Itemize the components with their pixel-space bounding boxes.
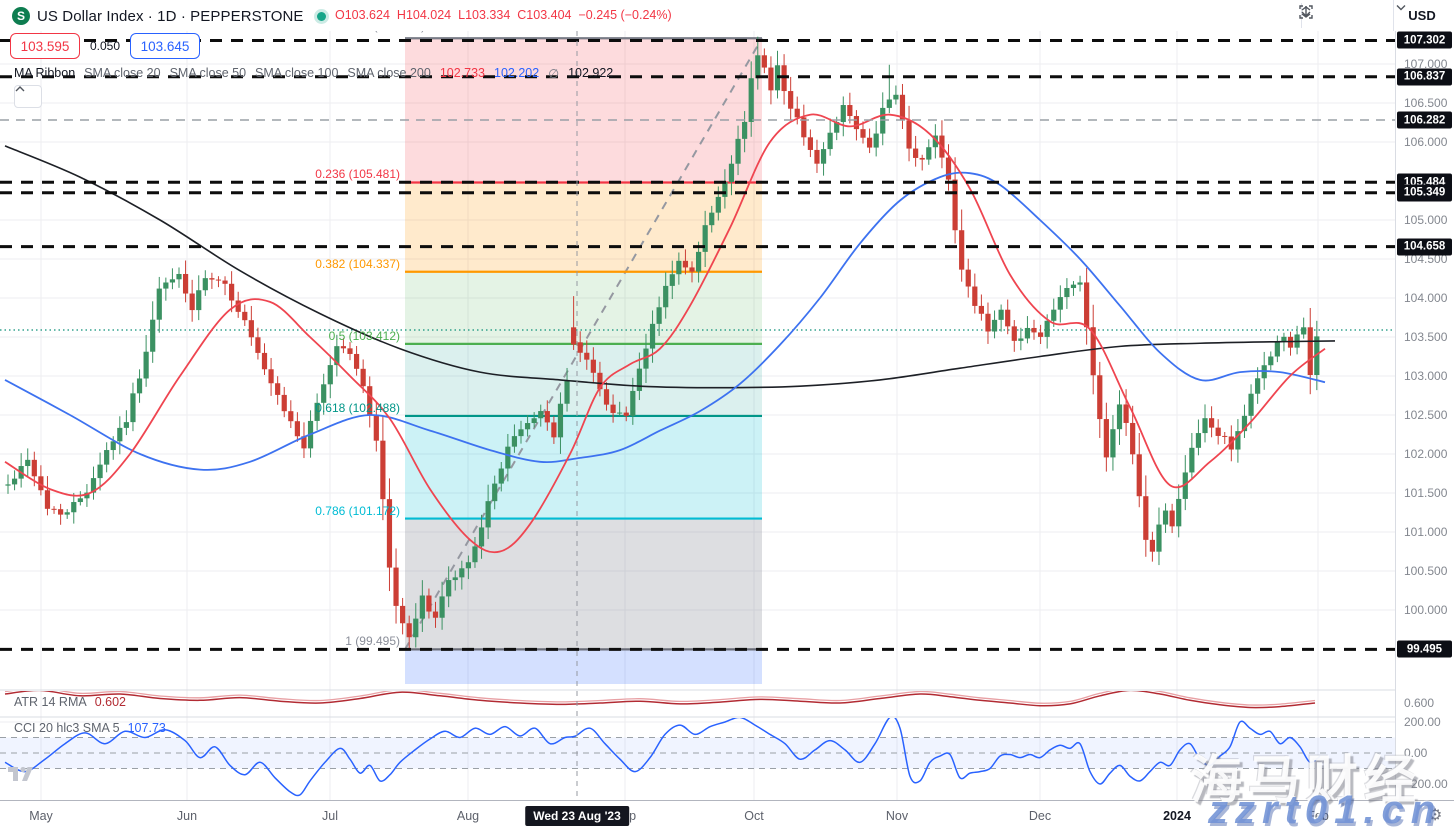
time-axis[interactable]: Feb2024DecNovOctSepAugJulJunMay Wed 23 A… <box>0 800 1454 832</box>
change-value: −0.245 (−0.24%) <box>578 8 672 22</box>
price-tick: 100.500 <box>1404 564 1448 578</box>
spread-value: 0.050 <box>90 39 121 53</box>
chevron-down-icon <box>1396 5 1406 11</box>
cci-legend[interactable]: CCI 20 hlc3 SMA 5 107.73 <box>14 721 166 735</box>
fib-label-0.786: 0.786 (101.172) <box>315 503 400 518</box>
tradingview-logo[interactable] <box>8 762 34 784</box>
sma50-value: 102.202 <box>494 66 540 80</box>
symbol-title[interactable]: US Dollar Index · 1D · PEPPERSTONE <box>37 7 304 25</box>
price-tick: 102.000 <box>1404 447 1448 461</box>
top-toolbar: S US Dollar Index · 1D · PEPPERSTONE O10… <box>0 0 1454 31</box>
toolbar-divider <box>1301 3 1302 28</box>
time-tick-Oct: Oct <box>744 809 764 823</box>
fib-label-0.236: 0.236 (105.481) <box>315 167 400 182</box>
sma20-value: 102.733 <box>439 66 485 80</box>
crosshair-date-badge: Wed 23 Aug '23 <box>525 806 629 826</box>
sma200-value: 102.922 <box>568 66 614 80</box>
atr-legend[interactable]: ATR 14 RMA 0.602 <box>14 695 126 709</box>
buy-button[interactable]: 103.645 <box>130 33 201 59</box>
time-tick-Jun: Jun <box>176 809 198 823</box>
fib-label-0.382: 0.382 (104.337) <box>315 256 400 271</box>
time-tick-May: May <box>29 809 53 823</box>
indicator-param: SMA close 100 <box>255 66 339 80</box>
cci-axis-tick: 0.00 <box>1404 746 1428 760</box>
price-tick: 102.500 <box>1404 408 1448 422</box>
fib-label-1: 1 (99.495) <box>345 634 400 649</box>
open-value: O103.624 <box>335 8 390 22</box>
cci-axis-tick: 200.00 <box>1404 715 1441 729</box>
price-tick: 103.000 <box>1404 369 1448 383</box>
symbol-logo-icon: S <box>12 7 30 25</box>
sma100-value: ∅ <box>548 67 560 81</box>
indicator-param: SMA close 50 <box>169 66 247 80</box>
price-tick: 101.000 <box>1404 525 1448 539</box>
ma-ribbon-legend[interactable]: MA Ribbon SMA close 20 SMA close 50 SMA … <box>14 66 613 81</box>
cci-plot <box>0 718 1395 797</box>
currency-dropdown[interactable]: USD <box>1396 4 1448 26</box>
price-axis[interactable]: 107.000 106.500 106.000 105.000 104.500 104.0… <box>1395 31 1454 800</box>
collapse-pane-icon[interactable] <box>1301 4 1356 26</box>
legend-collapse-button[interactable] <box>14 85 42 108</box>
indicator-param: SMA close 200 <box>347 66 431 80</box>
atr-value: 0.602 <box>94 695 126 709</box>
time-tick-2024: 2024 <box>1163 809 1191 823</box>
time-tick-Feb: Feb <box>1307 809 1329 823</box>
close-value: C103.404 <box>517 8 572 22</box>
watermark-chinese: 海马财经 <box>1190 752 1423 810</box>
fib-label-0.5: 0.5 (103.412) <box>328 328 400 343</box>
atr-title: ATR 14 RMA <box>14 695 87 709</box>
price-alert-badge: 107.302 <box>1397 31 1452 49</box>
cci-title: CCI 20 hlc3 SMA 5 <box>14 721 120 735</box>
trade-widget: 103.595 0.050 103.645 <box>10 33 201 59</box>
low-value: L103.334 <box>458 8 511 22</box>
gear-icon[interactable]: ⚙ <box>1428 807 1443 824</box>
atr-axis-tick: 0.600 <box>1404 696 1435 710</box>
price-alert-badge: 99.495 <box>1397 640 1452 658</box>
chevron-up-icon <box>15 86 25 92</box>
price-tick: 104.500 <box>1404 252 1448 266</box>
price-tick: 100.000 <box>1404 603 1448 617</box>
price-tick: 105.000 <box>1404 213 1448 227</box>
price-alert-badge: 104.658 <box>1397 238 1452 256</box>
price-tick: 103.500 <box>1404 330 1448 344</box>
ohlc-values: O103.624 H104.024 L103.334 C103.404 −0.2… <box>335 8 672 22</box>
moving-averages <box>4 113 1336 554</box>
symbol-row[interactable]: S US Dollar Index · 1D · PEPPERSTONE <box>12 4 326 28</box>
indicator-title: MA Ribbon <box>14 66 76 80</box>
price-alert-badge: 106.837 <box>1397 68 1452 86</box>
time-tick-Jul: Jul <box>322 809 338 823</box>
market-status-icon <box>316 11 326 21</box>
cci-value: 107.73 <box>127 721 166 735</box>
fib-label-0.618: 0.618 (102.488) <box>315 400 400 415</box>
time-tick-Dec: Dec <box>1028 809 1052 823</box>
indicator-param: SMA close 20 <box>84 66 161 80</box>
toolbar-divider <box>1393 0 1394 31</box>
currency-label: USD <box>1408 7 1436 23</box>
price-tick: 107.000 <box>1404 57 1448 71</box>
fib-retracement <box>404 37 763 684</box>
price-tick: 106.500 <box>1404 96 1448 110</box>
time-tick-Aug: Aug <box>456 809 480 823</box>
alert-lines <box>0 38 1395 651</box>
candles <box>5 36 1320 649</box>
price-tick: 101.500 <box>1404 486 1448 500</box>
price-tick: 106.000 <box>1404 135 1448 149</box>
price-alert-badge: 105.349 <box>1397 184 1452 202</box>
watermark-site: zzrt01.cn <box>1208 788 1443 832</box>
atr-plot <box>4 691 1316 709</box>
price-alert-badge: 106.282 <box>1397 111 1452 129</box>
sell-button[interactable]: 103.595 <box>10 33 80 59</box>
price-tick: 104.000 <box>1404 291 1448 305</box>
time-tick-Nov: Nov <box>885 809 909 823</box>
fullscreen-icon[interactable] <box>1299 4 1388 26</box>
cci-axis-tick: −200.00 <box>1404 777 1448 791</box>
high-value: H104.024 <box>396 8 452 22</box>
